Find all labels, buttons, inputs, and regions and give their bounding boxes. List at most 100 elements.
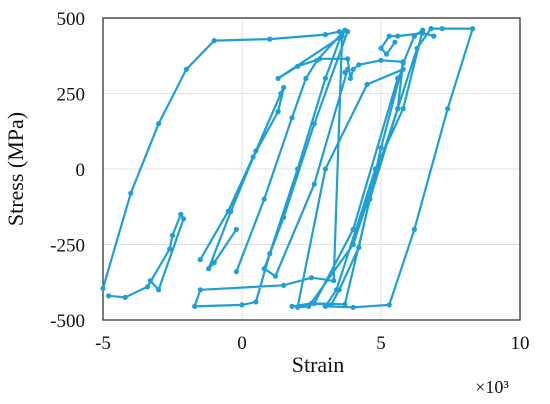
data-point	[384, 51, 390, 57]
data-point	[156, 287, 162, 293]
data-point	[197, 287, 203, 293]
data-point	[295, 304, 301, 310]
data-point	[261, 196, 267, 202]
series-3	[197, 84, 287, 272]
data-point	[372, 166, 378, 172]
data-point	[428, 26, 434, 32]
data-point	[350, 226, 356, 232]
data-point	[275, 75, 281, 81]
data-point	[336, 287, 342, 293]
data-point	[470, 26, 476, 32]
data-point	[345, 29, 351, 35]
data-point	[183, 66, 189, 72]
series-4	[233, 27, 351, 279]
data-point	[308, 300, 315, 306]
data-point	[289, 115, 295, 121]
y-axis-label: Stress (MPa)	[3, 112, 28, 226]
data-point	[281, 282, 287, 288]
data-point	[211, 38, 217, 44]
data-point	[197, 257, 203, 263]
data-point	[253, 148, 259, 154]
data-point	[411, 226, 417, 232]
data-point	[261, 266, 267, 272]
data-point	[395, 75, 401, 81]
series-2	[106, 211, 187, 300]
y-tick-label: -250	[50, 236, 85, 257]
data-point	[395, 33, 401, 39]
data-point	[206, 266, 212, 272]
data-point	[342, 301, 348, 307]
data-point	[386, 33, 392, 39]
y-axis: 500 250 0 -250 -500	[50, 9, 85, 332]
x-tick-label: 5	[376, 333, 386, 354]
data-point	[253, 299, 259, 305]
data-point	[378, 57, 384, 63]
data-point	[331, 278, 337, 284]
data-point	[395, 106, 401, 112]
data-point	[400, 106, 406, 112]
data-point	[356, 62, 362, 68]
data-point	[322, 75, 328, 81]
data-point	[322, 166, 328, 172]
data-point	[147, 278, 153, 284]
data-point	[181, 216, 187, 222]
data-point	[439, 26, 445, 32]
data-point	[122, 294, 128, 300]
data-point	[322, 303, 328, 309]
data-point	[350, 304, 356, 310]
data-point	[289, 303, 295, 309]
data-point	[400, 66, 406, 72]
data-point	[386, 302, 392, 308]
data-point	[322, 31, 328, 38]
data-point	[392, 39, 398, 45]
data-point	[345, 56, 351, 62]
data-point	[167, 246, 173, 252]
data-point	[364, 81, 370, 87]
data-point	[272, 273, 278, 279]
data-point	[278, 90, 284, 97]
data-point	[295, 63, 301, 69]
data-point	[128, 190, 134, 196]
series-group	[100, 26, 476, 310]
plot-frame	[102, 17, 521, 321]
series-line	[235, 29, 349, 278]
data-point	[211, 260, 217, 266]
y-tick-label: 500	[57, 9, 86, 30]
data-point	[100, 285, 106, 291]
x-tick-label: 0	[237, 333, 247, 354]
data-point	[239, 302, 245, 308]
data-point	[414, 45, 420, 51]
data-point	[233, 226, 239, 232]
data-point	[281, 214, 287, 220]
data-point	[347, 75, 353, 81]
x-tick-label: 10	[511, 333, 530, 354]
data-point	[378, 145, 384, 151]
data-point	[281, 84, 287, 91]
series-line	[101, 27, 474, 309]
data-point	[308, 275, 315, 281]
data-point	[233, 269, 239, 275]
series-1	[100, 26, 476, 310]
data-point	[303, 75, 309, 81]
data-point	[192, 303, 198, 309]
data-point	[178, 211, 184, 217]
data-point	[420, 30, 426, 36]
data-point	[378, 45, 384, 51]
series-5	[378, 30, 437, 57]
data-point	[367, 196, 373, 202]
data-point	[275, 109, 281, 115]
x-multiplier-label: ×10³	[475, 377, 509, 397]
y-tick-label: -500	[50, 311, 85, 332]
data-point	[342, 69, 348, 75]
y-tick-label: 250	[57, 85, 86, 106]
data-point	[144, 284, 151, 290]
data-point	[311, 121, 317, 127]
data-point	[250, 154, 256, 160]
y-tick-label: 0	[76, 160, 86, 181]
x-axis-label: Strain	[292, 352, 345, 377]
data-point	[314, 57, 320, 63]
data-point	[431, 33, 437, 39]
data-point	[356, 244, 362, 251]
data-point	[267, 36, 273, 42]
